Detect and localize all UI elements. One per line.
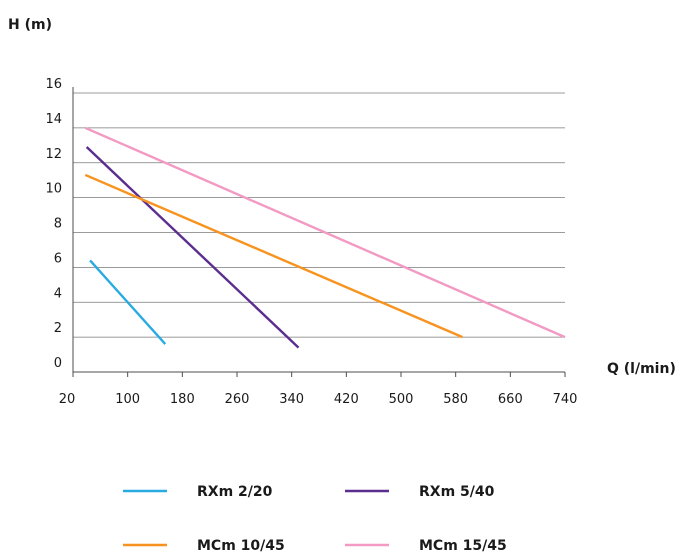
- series-line-mcm-10-45: [84, 173, 463, 339]
- y-tick-label-0: 0: [54, 356, 62, 371]
- x-tick-label-340: 340: [279, 392, 304, 407]
- series-lines: [84, 126, 566, 349]
- legend: RXm 2/20 RXm 5/40 MCm 10/45 MCm 15/45: [123, 484, 507, 553]
- x-tick-label-260: 260: [225, 392, 250, 407]
- y-tick-label-4: 4: [54, 286, 62, 301]
- y-tick-labels: 0 2 4 6 8 10 12 14 16: [45, 77, 62, 371]
- y-tick-label-16: 16: [45, 77, 62, 92]
- y-tick-label-6: 6: [54, 251, 62, 266]
- x-tick-label-420: 420: [334, 392, 359, 407]
- x-tick-label-500: 500: [389, 392, 414, 407]
- y-tick-label-12: 12: [45, 147, 62, 162]
- series-line-mcm-15-45: [84, 126, 566, 339]
- x-tick-label-20: 20: [59, 392, 76, 407]
- series-line-rxm-2-20: [89, 259, 167, 345]
- legend-label-mcm-10-45: MCm 10/45: [197, 538, 285, 553]
- x-tick-label-580: 580: [443, 392, 468, 407]
- legend-label-rxm-2-20: RXm 2/20: [197, 484, 273, 500]
- x-tick-label-100: 100: [115, 392, 140, 407]
- series-line-rxm-5-40: [85, 146, 300, 349]
- legend-label-mcm-15-45: MCm 15/45: [419, 538, 507, 553]
- x-tick-label-740: 740: [553, 392, 578, 407]
- y-tick-label-8: 8: [54, 217, 62, 232]
- y-tick-label-14: 14: [45, 112, 62, 127]
- x-tick-labels: 20 100 180 260 340 420 500 580 660 740: [59, 372, 578, 407]
- legend-label-rxm-5-40: RXm 5/40: [419, 484, 495, 500]
- x-tick-label-660: 660: [498, 392, 523, 407]
- x-axis-title: Q (l/min): [607, 361, 676, 377]
- x-tick-label-180: 180: [170, 392, 195, 407]
- y-tick-label-2: 2: [54, 321, 62, 336]
- gridlines: [72, 87, 565, 373]
- y-tick-label-10: 10: [45, 182, 62, 197]
- y-axis-title: H (m): [8, 17, 52, 33]
